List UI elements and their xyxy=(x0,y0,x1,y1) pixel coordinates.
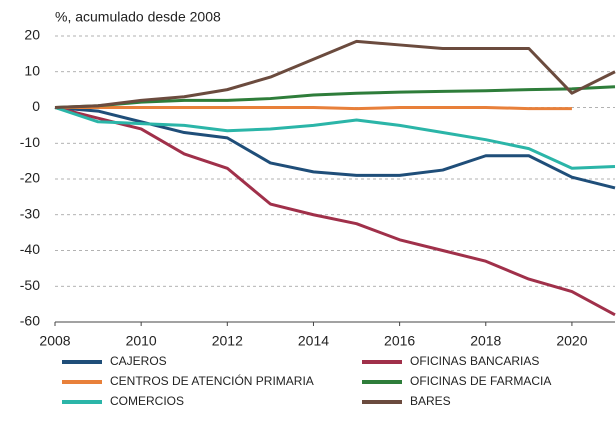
series-line xyxy=(54,106,616,190)
y-axis-label: %, acumulado desde 2008 xyxy=(55,9,221,25)
legend-label: COMERCIOS xyxy=(110,394,184,408)
x-tick-label: 2016 xyxy=(384,333,415,349)
y-tick-label: 0 xyxy=(32,98,40,114)
x-tick-label: 2014 xyxy=(298,333,329,349)
series-line xyxy=(54,39,616,109)
y-tick-label: 20 xyxy=(24,27,40,43)
x-tick-label: 2020 xyxy=(556,333,587,349)
y-tick-label: -10 xyxy=(20,134,40,150)
series-line xyxy=(54,106,616,170)
legend-label: CAJEROS xyxy=(110,354,167,368)
y-tick-label: -40 xyxy=(20,241,40,257)
y-tick-label: -60 xyxy=(20,313,40,329)
y-tick-label: -30 xyxy=(20,205,40,221)
legend-label: OFICINAS DE FARMACIA xyxy=(410,374,551,388)
x-tick-label: 2012 xyxy=(212,333,243,349)
series-line xyxy=(54,106,616,317)
x-tick-label: 2018 xyxy=(470,333,501,349)
x-tick-label: 2008 xyxy=(39,333,70,349)
y-tick-label: 10 xyxy=(24,62,40,78)
y-tick-label: -50 xyxy=(20,277,40,293)
legend-label: OFICINAS BANCARIAS xyxy=(410,354,539,368)
x-tick-label: 2010 xyxy=(126,333,157,349)
series-line xyxy=(55,106,572,111)
y-tick-label: -20 xyxy=(20,170,40,186)
series-line xyxy=(54,85,616,109)
legend-label: BARES xyxy=(410,394,451,408)
legend-label: CENTROS DE ATENCIÓN PRIMARIA xyxy=(110,373,314,388)
